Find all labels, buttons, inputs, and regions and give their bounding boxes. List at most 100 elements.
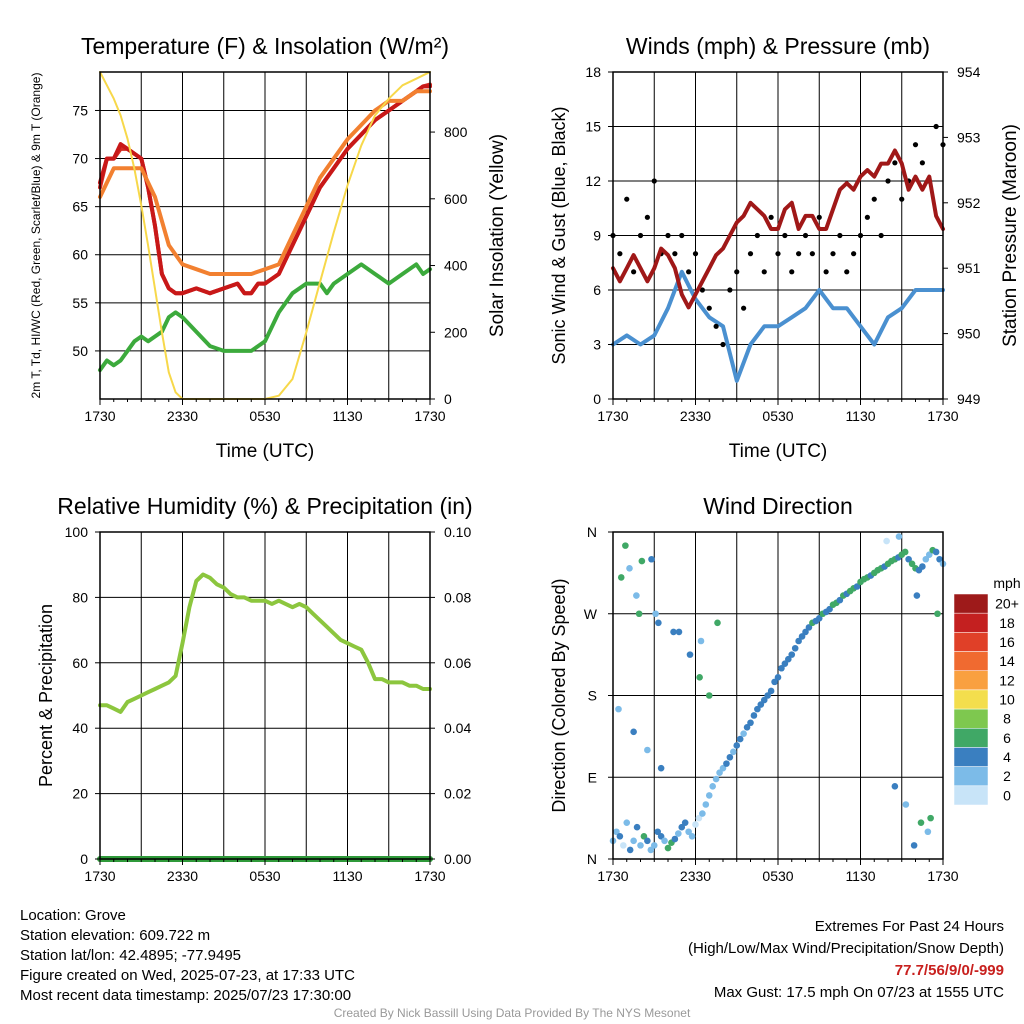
direction-point <box>712 775 720 783</box>
y-tick-label: S <box>588 688 597 704</box>
gust-point <box>713 323 719 329</box>
direction-point <box>767 687 775 695</box>
direction-point <box>617 574 625 581</box>
direction-point <box>615 705 622 713</box>
extremes-title: Extremes For Past 24 Hours <box>814 918 1004 935</box>
direction-point <box>613 828 620 836</box>
direction-point <box>616 832 624 840</box>
direction-point <box>901 548 909 556</box>
direction-point <box>714 619 721 627</box>
y-right-tick-label: 953 <box>957 129 981 145</box>
y-tick-label: N <box>587 524 597 540</box>
direction-point <box>644 837 651 845</box>
colorbar-label: 2 <box>1003 768 1011 784</box>
direction-point <box>671 835 679 843</box>
colorbar-swatch <box>953 766 989 787</box>
gust-point <box>885 178 891 184</box>
series-station-pressure <box>611 148 945 310</box>
y-right-axis-label: Solar Insolation (Yellow) <box>487 134 508 337</box>
direction-point <box>719 764 727 772</box>
y-tick-label: 55 <box>72 295 88 311</box>
x-tick-label: 1730 <box>927 868 958 884</box>
direction-point <box>764 692 771 699</box>
gust-point <box>830 251 836 257</box>
direction-point <box>670 628 677 636</box>
gust-point <box>727 287 733 293</box>
colorbar-swatch <box>953 728 989 748</box>
gust-point <box>624 196 630 202</box>
colorbar-label: 16 <box>999 634 1015 650</box>
direction-point <box>757 701 765 708</box>
direction-point <box>932 548 940 556</box>
y-tick-label: 65 <box>72 199 88 215</box>
gust-point <box>851 251 857 257</box>
colorbar-swatch <box>953 593 989 614</box>
direction-point <box>919 563 926 570</box>
direction-point <box>705 792 713 799</box>
y-tick-label: 40 <box>72 720 88 736</box>
colorbar-title: mph <box>993 575 1020 591</box>
colorbar-label: 20+ <box>995 596 1019 612</box>
direction-point <box>623 819 631 826</box>
direction-point <box>644 746 651 754</box>
series-9m-t <box>98 89 432 276</box>
direction-point <box>723 760 730 767</box>
direction-point <box>771 678 778 686</box>
direction-point <box>640 832 648 840</box>
gust-point <box>672 251 678 257</box>
y-tick-label: 20 <box>72 786 88 802</box>
direction-point <box>736 735 744 743</box>
direction-point <box>678 823 686 831</box>
y-right-tick-label: 800 <box>444 124 468 140</box>
x-tick-label: 1730 <box>597 408 628 424</box>
direction-point <box>664 844 672 852</box>
gust-point <box>809 251 815 257</box>
y-axis-label: Sonic Wind & Gust (Blue, Black) <box>549 106 569 364</box>
direction-point <box>648 555 655 563</box>
chart-title: Wind Direction <box>703 493 853 519</box>
direction-point <box>681 819 689 826</box>
gust-point <box>844 269 850 275</box>
direction-point <box>726 753 734 761</box>
chart-temperature: 1730 2330 0530 1130 1730 50 55 60 65 70 75 0 200 400 6… <box>29 33 508 462</box>
series-sonic-wind <box>611 269 945 383</box>
colorbar-swatch <box>953 651 989 671</box>
direction-point <box>802 628 809 636</box>
direction-point <box>630 728 637 736</box>
y-tick-label: 15 <box>585 119 601 135</box>
direction-point <box>826 605 833 613</box>
direction-point <box>805 624 813 631</box>
colorbar-label: 6 <box>1003 730 1011 746</box>
direction-point <box>697 637 705 645</box>
y-tick-label: 100 <box>65 524 89 540</box>
direction-point <box>747 719 754 727</box>
direction-point <box>743 723 751 731</box>
x-axis-label: Time (UTC) <box>216 441 315 462</box>
gust-point <box>699 287 705 293</box>
colorbar-swatch <box>953 708 989 729</box>
chart-title: Relative Humidity (%) & Precipitation (i… <box>57 493 472 519</box>
direction-point <box>934 610 941 618</box>
direction-point <box>650 842 658 849</box>
y-tick-label: 75 <box>72 102 88 118</box>
direction-point <box>696 674 703 681</box>
direction-point <box>733 742 741 749</box>
chart-title: Temperature (F) & Insolation (W/m²) <box>81 33 449 59</box>
gust-point <box>816 214 822 220</box>
gust-point <box>796 251 802 257</box>
colorbar-swatch <box>953 632 989 652</box>
x-tick-label: 0530 <box>249 408 280 424</box>
figure-created: Figure created on Wed, 2025-07-23, at 17… <box>20 967 355 984</box>
direction-point <box>788 651 796 658</box>
station-latlon: Station lat/lon: 42.4895; -77.9495 <box>20 947 242 964</box>
direction-point <box>853 583 861 590</box>
direction-point <box>647 846 655 854</box>
direction-point <box>622 542 629 549</box>
x-tick-label: 1130 <box>332 408 362 424</box>
y-right-tick-label: 952 <box>957 195 981 211</box>
gust-point <box>802 232 809 239</box>
direction-point <box>695 814 703 822</box>
direction-point <box>657 764 665 772</box>
gust-point <box>912 142 919 148</box>
